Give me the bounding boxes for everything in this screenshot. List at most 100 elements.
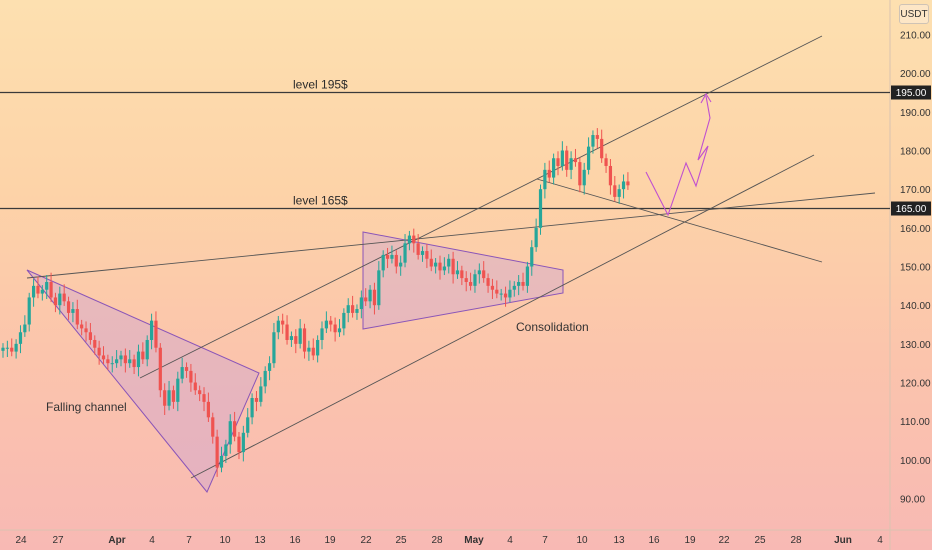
candle — [289, 331, 294, 347]
candle — [272, 322, 276, 368]
candle-body — [434, 262, 438, 267]
candle — [521, 272, 525, 291]
candle — [525, 261, 529, 293]
candle — [237, 432, 241, 460]
candle-body — [171, 390, 176, 402]
candle-body — [84, 328, 88, 333]
candle-layer — [1, 128, 630, 477]
candle-body — [141, 351, 145, 360]
candle — [412, 228, 416, 253]
candle — [552, 153, 556, 185]
candle-body — [167, 390, 171, 406]
candle-body — [36, 285, 40, 294]
candle-body — [101, 355, 106, 360]
candle — [486, 273, 490, 293]
candle-body — [333, 324, 337, 333]
x-tick-label: 16 — [289, 535, 301, 546]
candle-body — [412, 235, 416, 244]
candle — [316, 335, 320, 363]
x-tick-label: 25 — [754, 535, 766, 546]
candle-body — [477, 270, 481, 275]
candle-body — [499, 293, 503, 295]
candle — [512, 281, 516, 297]
candle-body — [608, 165, 613, 186]
candle — [337, 319, 342, 337]
candle — [399, 255, 403, 276]
candle-body — [246, 417, 250, 433]
candle-body — [407, 235, 412, 244]
candle — [604, 153, 608, 173]
candle-body — [154, 320, 158, 348]
candle — [45, 275, 49, 299]
candle-body — [115, 359, 119, 364]
candle-body — [403, 243, 407, 263]
candle-body — [206, 401, 210, 418]
candle — [364, 288, 368, 306]
projection-path — [645, 95, 711, 217]
candle-body — [302, 328, 307, 352]
y-tick-label: 190.00 — [900, 108, 931, 119]
candle-body — [368, 289, 372, 302]
projection-arrowhead — [700, 92, 712, 104]
x-tick-label: 4 — [877, 535, 883, 546]
candle-body — [285, 324, 289, 340]
candle-body — [586, 146, 591, 170]
candle — [171, 385, 176, 409]
candle — [560, 141, 564, 171]
candle — [464, 271, 468, 292]
candle — [517, 275, 521, 296]
candle-body — [600, 138, 604, 159]
candle-body — [617, 189, 621, 197]
candle — [184, 362, 189, 378]
candle — [595, 128, 599, 149]
candle — [149, 313, 154, 350]
currency-badge[interactable]: USDT — [899, 4, 929, 24]
candle-body — [508, 289, 512, 298]
candle — [115, 350, 119, 368]
candle — [66, 296, 71, 320]
candle — [573, 148, 578, 167]
candle-body — [110, 363, 114, 365]
candle — [163, 383, 167, 416]
candle — [368, 285, 372, 309]
candle-body — [180, 367, 184, 379]
candle — [298, 319, 302, 349]
candle-body — [425, 251, 429, 259]
candle — [394, 250, 398, 274]
candle-body — [128, 359, 132, 364]
candle-body — [394, 254, 398, 267]
candle — [198, 385, 202, 402]
candle-body — [58, 293, 62, 306]
x-tick-label: 7 — [542, 535, 548, 546]
candle-body — [565, 150, 569, 170]
level-label: level 165$ — [293, 194, 348, 208]
candle-body — [416, 243, 420, 255]
candle — [101, 346, 106, 364]
consolidation-pattern — [362, 231, 564, 330]
candle-body — [355, 309, 359, 313]
candle-body — [184, 367, 189, 371]
y-tick-label: 160.00 — [900, 224, 931, 235]
candle-body — [595, 135, 599, 139]
candle — [215, 429, 219, 477]
candle-body — [298, 328, 302, 344]
price-tag — [891, 85, 931, 100]
candle — [455, 261, 460, 279]
candle-body — [324, 320, 328, 329]
x-tick-label: 25 — [395, 535, 407, 546]
candle — [307, 340, 311, 361]
candle — [49, 272, 53, 303]
candle — [31, 278, 36, 307]
candle — [10, 338, 14, 357]
candle — [508, 280, 512, 303]
candle-body — [552, 158, 556, 178]
candle-body — [316, 339, 320, 356]
y-tick-label: 90.00 — [900, 495, 925, 506]
candle — [14, 339, 18, 359]
candle — [556, 151, 560, 176]
candle-body — [534, 227, 538, 248]
x-tick-label: 28 — [790, 535, 802, 546]
trendline — [190, 154, 815, 479]
y-tick-label: 210.00 — [900, 30, 931, 41]
